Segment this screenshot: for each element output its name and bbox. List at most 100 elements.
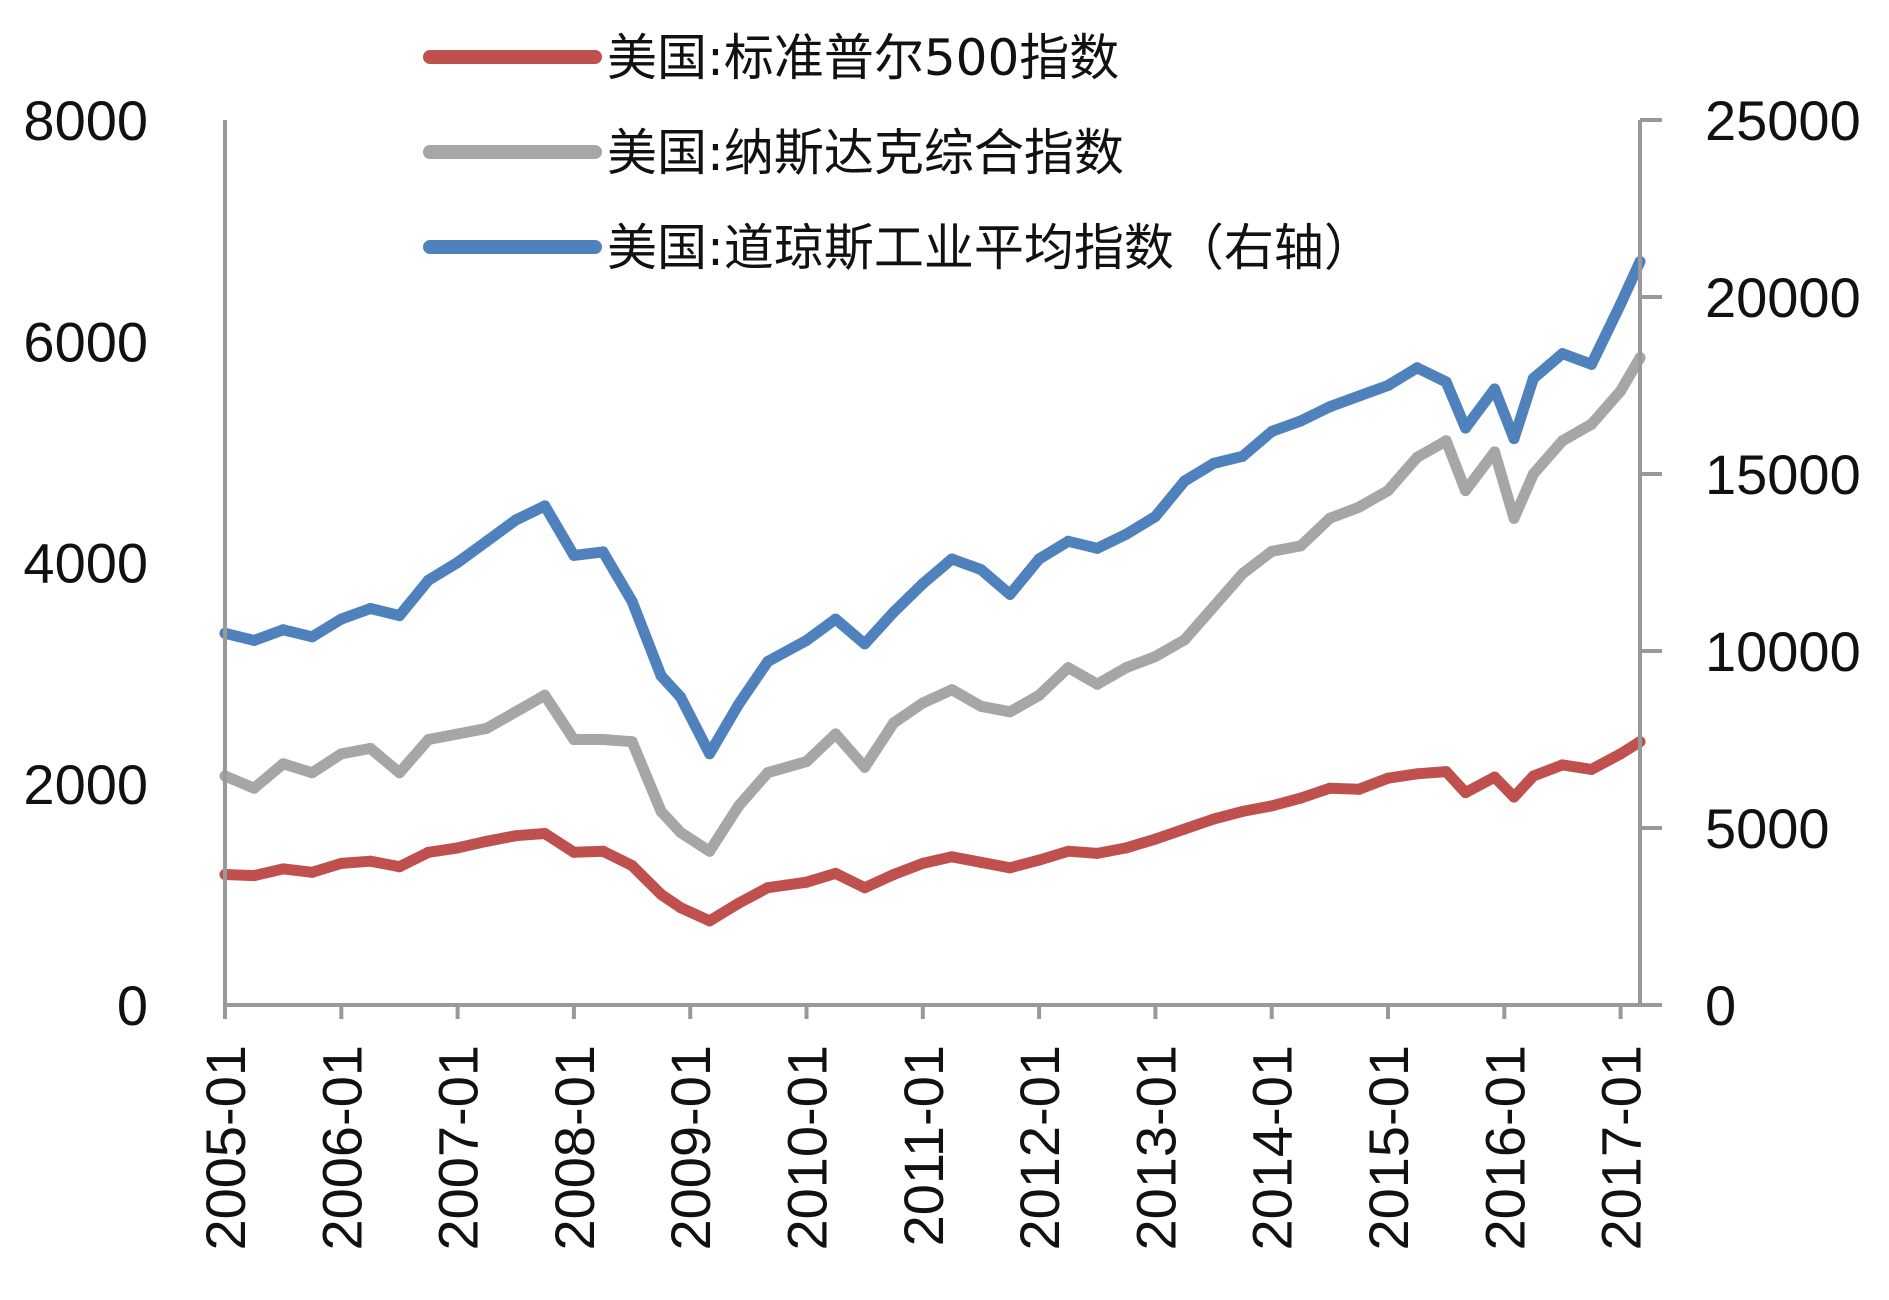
- series-0-point: [423, 846, 434, 858]
- series-1-point: [859, 761, 871, 773]
- series-1-point: [452, 728, 464, 740]
- series-line-0: [219, 736, 1646, 927]
- series-1-point: [626, 736, 638, 748]
- legend-label: 美国:道琼斯工业平均指数（右轴）: [607, 219, 1374, 277]
- series-0-point: [539, 828, 551, 839]
- series-0-point: [888, 869, 900, 880]
- series-2-point: [1266, 426, 1278, 437]
- series-1-point: [423, 734, 434, 745]
- series-0-point: [1557, 759, 1568, 771]
- series-2-point: [830, 613, 842, 625]
- series-0-point: [1527, 770, 1539, 782]
- series-0-point: [1120, 842, 1132, 854]
- series-0-point: [1324, 782, 1336, 794]
- series-1-point: [1149, 651, 1161, 662]
- series-1-point: [364, 742, 376, 754]
- series-2-point: [1527, 372, 1539, 384]
- series-0-point: [1615, 748, 1627, 760]
- series-2-point: [248, 634, 260, 646]
- series-2-point: [1295, 415, 1307, 427]
- series-1-point: [1266, 545, 1278, 557]
- series-2-point: [704, 748, 716, 760]
- series-1-point: [762, 767, 774, 779]
- series-2-point: [1120, 528, 1132, 540]
- series-1-point: [539, 689, 551, 701]
- axes: 0 2000 4000 6000 8000 0 5000 10000 15000 20000 250…: [23, 89, 1860, 1251]
- series-1-point: [1004, 706, 1016, 718]
- series-0-point: [306, 866, 318, 878]
- series-1-point: [248, 782, 260, 794]
- series-2-point: [859, 638, 871, 650]
- series-1-point: [568, 734, 580, 745]
- y-tick-label: 4000: [23, 532, 148, 595]
- x-tick-label: 2016-01: [1473, 1045, 1536, 1251]
- series-2-point: [277, 624, 289, 636]
- series-1-point: [946, 684, 958, 696]
- series-0-point: [1353, 783, 1365, 795]
- series-2-point: [335, 613, 347, 625]
- series-1-point: [1120, 662, 1132, 674]
- series-0-point: [801, 876, 812, 888]
- series-1-point: [801, 756, 812, 768]
- series-1-point: [1208, 601, 1220, 613]
- series-1-point: [510, 706, 522, 718]
- series-0-point: [364, 855, 376, 867]
- series-1-point: [481, 722, 493, 734]
- legend-label: 美国:纳斯达克综合指数: [607, 124, 1124, 182]
- series-1-point: [1237, 568, 1249, 580]
- series-1-point: [1557, 435, 1568, 447]
- series-1-point: [1295, 540, 1307, 552]
- series-2-point: [1033, 553, 1045, 565]
- series-0-point: [1004, 862, 1016, 874]
- x-tick-label: 2015-01: [1357, 1045, 1420, 1251]
- series-2-point: [394, 610, 405, 622]
- series-2-point: [1091, 542, 1103, 554]
- series-2-point: [1460, 422, 1471, 434]
- series-1-point: [733, 800, 745, 812]
- x-tick-label: 2009-01: [659, 1045, 722, 1251]
- series-1-point: [1508, 512, 1520, 524]
- series-1-point: [1324, 512, 1336, 524]
- series-0-point: [975, 856, 987, 868]
- series-1-point: [1062, 662, 1074, 674]
- series-2-point: [917, 578, 929, 590]
- series-1-point: [1353, 501, 1365, 513]
- series-0-point: [248, 870, 260, 882]
- y2-tick-label: 25000: [1705, 89, 1861, 152]
- series-0-point: [568, 846, 580, 858]
- series-2-point: [568, 549, 580, 561]
- series-0-point: [1460, 787, 1471, 799]
- series-0-point: [277, 863, 289, 875]
- series-2-point: [1353, 390, 1365, 402]
- series-0-point: [859, 882, 871, 894]
- series-1-point: [1527, 468, 1539, 480]
- series-2-point: [1004, 588, 1016, 600]
- series-0-point: [1440, 766, 1452, 778]
- series-2-point: [452, 557, 464, 568]
- series-0-point: [762, 882, 774, 894]
- series-2-point: [733, 698, 745, 710]
- series-0-point: [597, 845, 609, 857]
- series-2-point: [1237, 450, 1249, 462]
- series-2-point: [888, 606, 900, 618]
- series-0-point: [675, 902, 686, 914]
- series-1-point: [335, 748, 347, 760]
- series-2-point: [1411, 362, 1423, 374]
- series-2-point: [1557, 348, 1568, 360]
- series-1-point: [1615, 385, 1627, 397]
- series-1-point: [1033, 689, 1045, 701]
- series-2-point: [762, 656, 774, 668]
- series-line-2: [219, 256, 1646, 760]
- series-0-point: [1033, 854, 1045, 866]
- y2-tick-label: 5000: [1705, 797, 1830, 860]
- x-tick-label: 2005-01: [194, 1045, 257, 1251]
- series-0-point: [510, 830, 522, 842]
- x-tick-label: 2017-01: [1590, 1045, 1653, 1251]
- series-0-point: [1382, 772, 1394, 784]
- series-0-point: [1062, 845, 1074, 857]
- series-1-point: [1091, 678, 1103, 690]
- series-0-point: [655, 888, 667, 900]
- series-2-point: [1149, 511, 1161, 522]
